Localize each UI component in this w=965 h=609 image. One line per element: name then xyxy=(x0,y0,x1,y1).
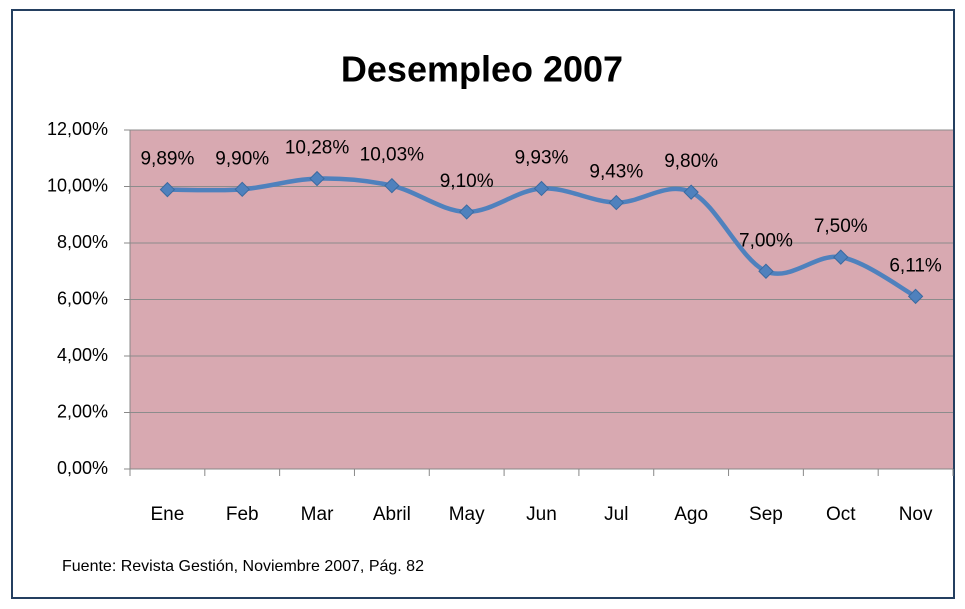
marker xyxy=(907,288,924,305)
x-tick-label: Mar xyxy=(301,504,334,525)
chart-title: Desempleo 2007 xyxy=(341,49,623,90)
marker xyxy=(309,170,325,187)
marker xyxy=(758,263,774,279)
data-label: 7,50% xyxy=(814,216,868,237)
data-label: 9,89% xyxy=(140,149,194,170)
marker xyxy=(608,194,625,211)
x-tick-label: Ago xyxy=(674,504,708,525)
data-label: 9,10% xyxy=(440,171,494,192)
x-tick-label: Ene xyxy=(151,504,185,525)
y-tick-label: 6,00% xyxy=(57,288,108,308)
x-tick-label: Sep xyxy=(749,504,783,525)
source-note: Fuente: Revista Gestión, Noviembre 2007,… xyxy=(62,558,424,575)
data-label: 7,00% xyxy=(739,230,793,251)
y-tick-label: 12,00% xyxy=(47,119,108,139)
x-tick-label: Feb xyxy=(226,504,259,525)
x-tick-label: Oct xyxy=(826,504,856,525)
y-tick-label: 0,00% xyxy=(57,458,108,478)
marker xyxy=(683,184,699,200)
y-tick-label: 2,00% xyxy=(57,401,108,421)
data-label: 6,11% xyxy=(889,255,942,276)
marker xyxy=(159,181,176,198)
data-label: 10,03% xyxy=(360,145,425,166)
y-tick-label: 4,00% xyxy=(57,345,108,365)
data-label: 10,28% xyxy=(285,138,350,159)
x-tick-label: Nov xyxy=(899,504,933,525)
data-label: 9,93% xyxy=(515,147,569,168)
y-tick-label: 10,00% xyxy=(47,175,108,195)
y-tick-label: 8,00% xyxy=(57,232,108,252)
x-tick-label: Jul xyxy=(604,504,628,525)
marker xyxy=(384,177,400,194)
marker xyxy=(234,181,250,198)
marker xyxy=(458,204,475,220)
data-label: 9,80% xyxy=(664,151,718,172)
data-label: 9,43% xyxy=(589,162,643,183)
x-tick-label: May xyxy=(449,504,485,525)
data-label: 9,90% xyxy=(215,148,269,169)
x-tick-label: Jun xyxy=(526,504,557,525)
x-tick-label: Abril xyxy=(373,504,411,525)
marker xyxy=(533,180,550,197)
marker xyxy=(833,249,849,265)
